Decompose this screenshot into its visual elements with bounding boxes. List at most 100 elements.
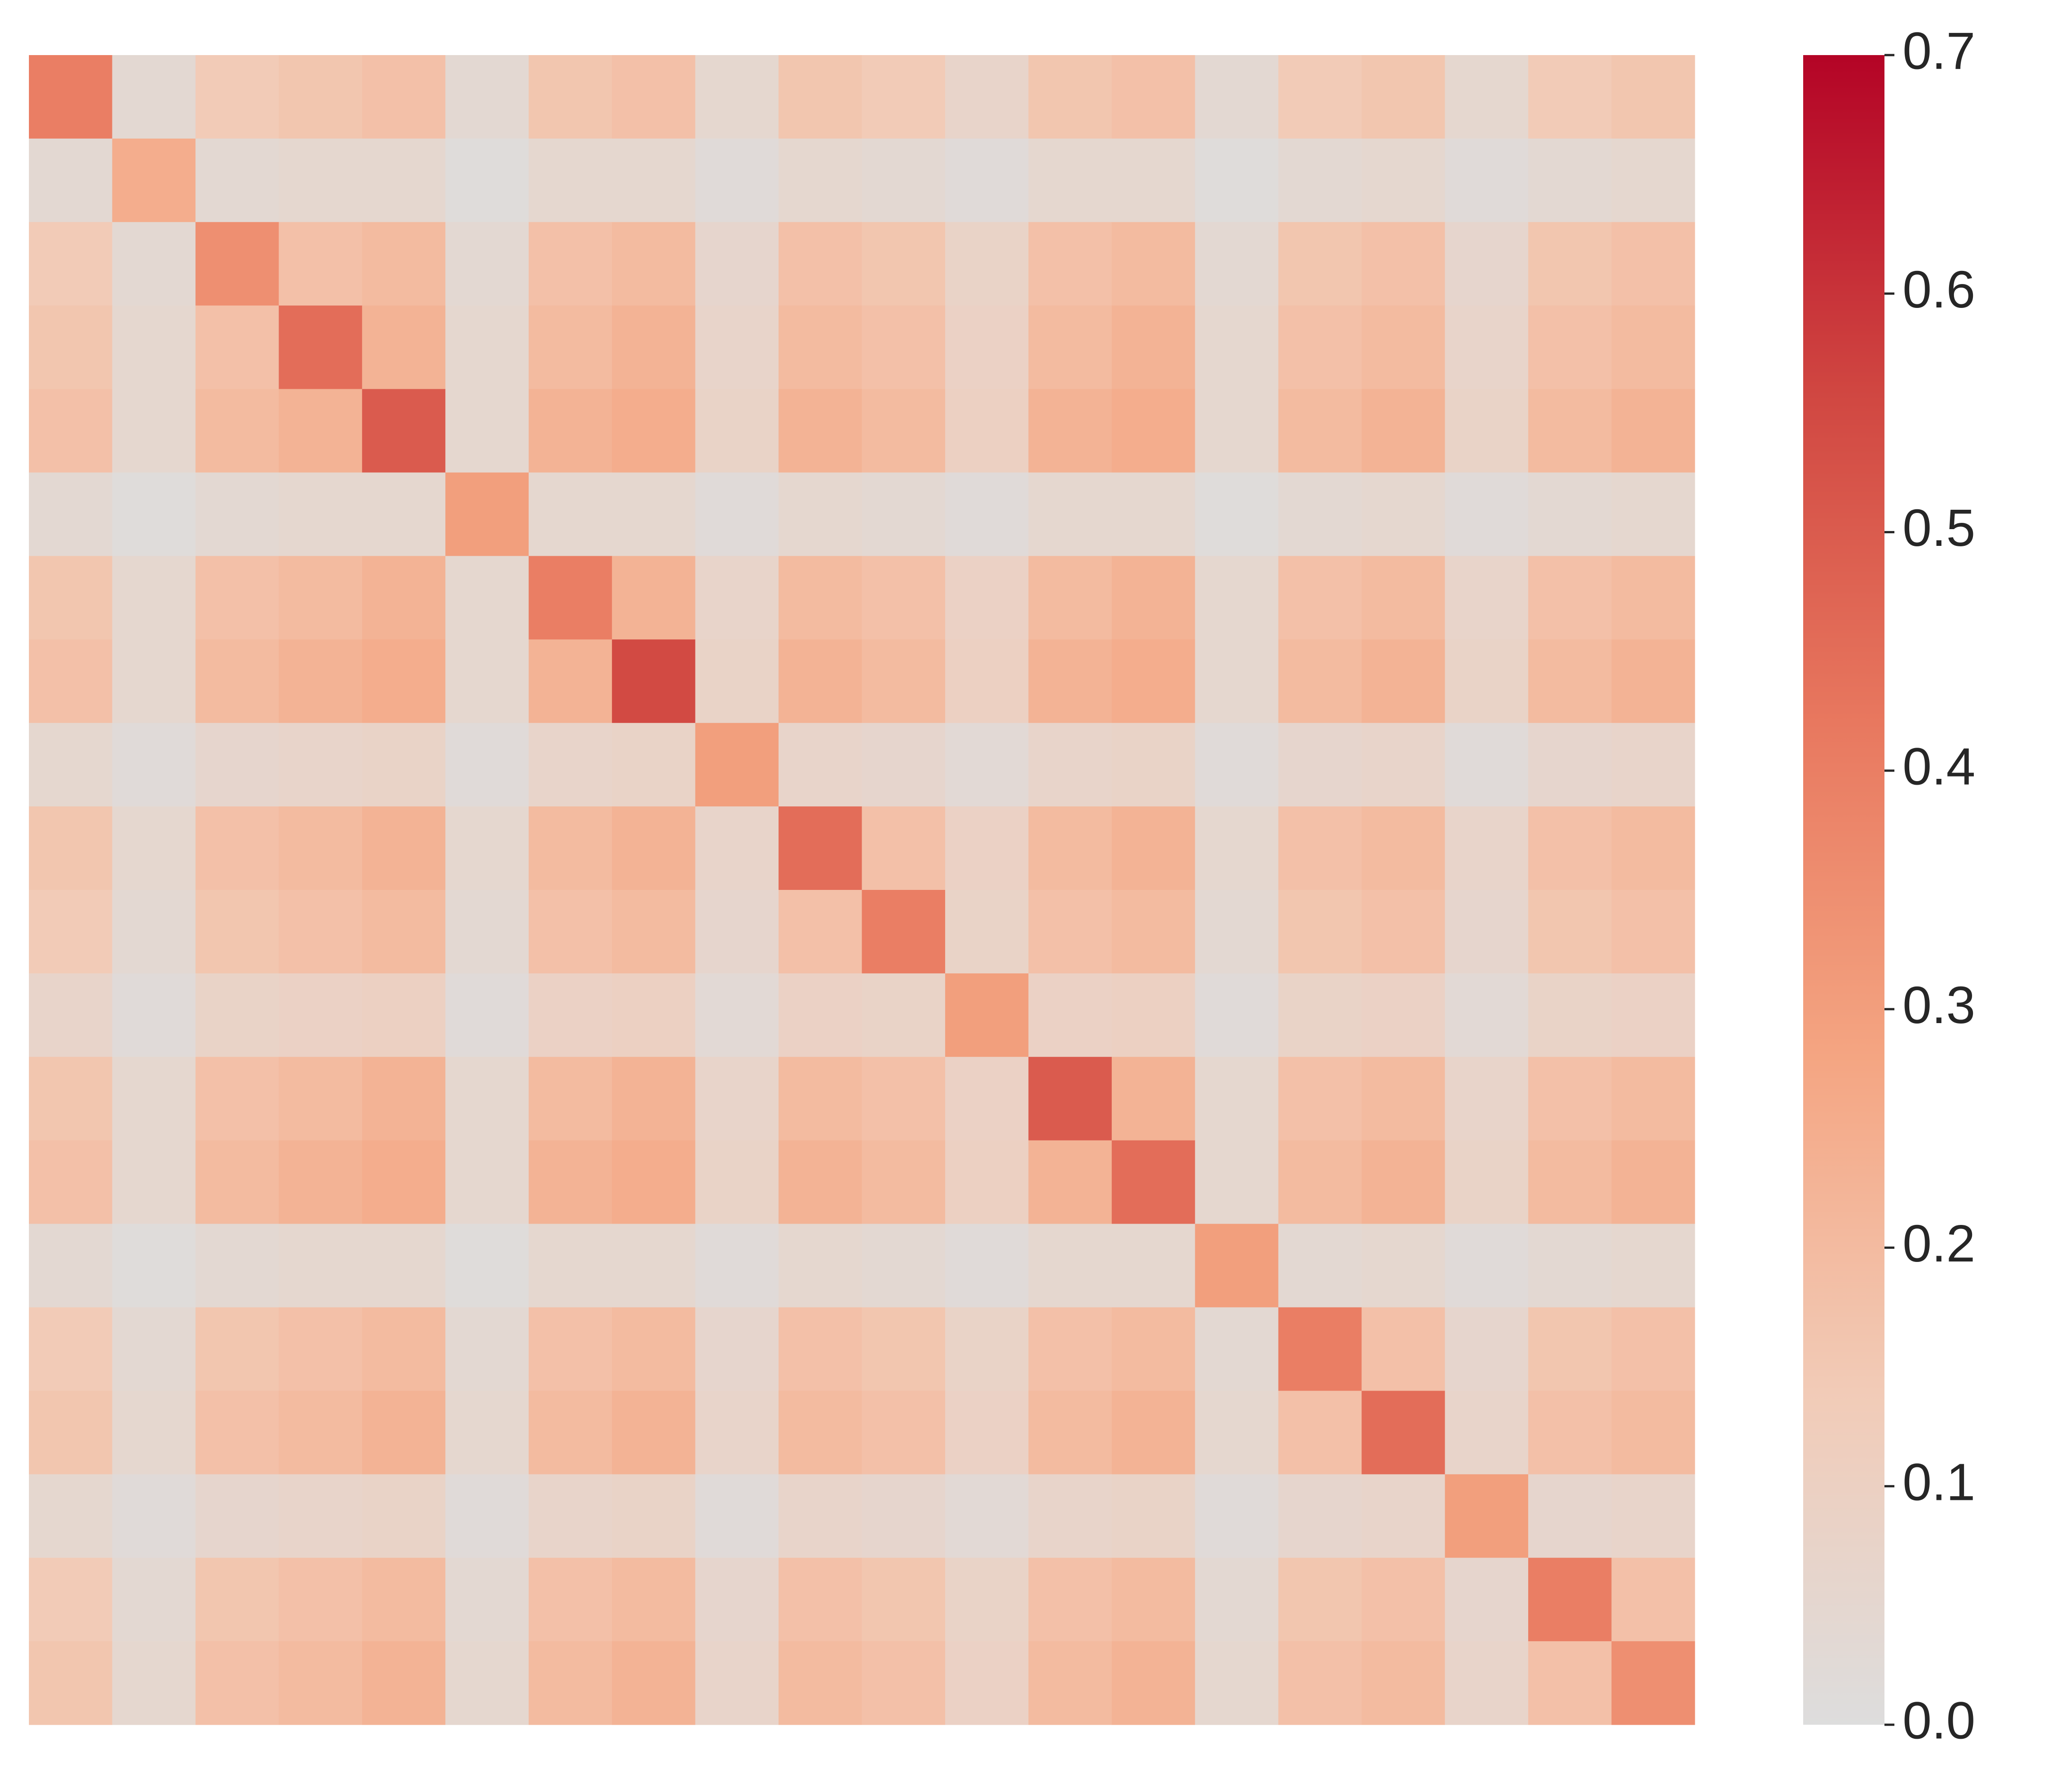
heatmap-cell — [362, 1057, 446, 1141]
heatmap-cell — [945, 1641, 1029, 1725]
heatmap-cell — [445, 138, 529, 223]
heatmap-cell — [862, 1224, 946, 1308]
heatmap-cell — [1362, 723, 1446, 807]
heatmap-cell — [1611, 1391, 1695, 1475]
heatmap-cell — [1528, 138, 1612, 223]
heatmap-cell — [612, 1307, 696, 1391]
heatmap-cell — [862, 556, 946, 640]
heatmap-cell — [1195, 389, 1279, 473]
heatmap-cell — [528, 1140, 612, 1224]
heatmap-cell — [279, 1558, 363, 1642]
heatmap-cell — [1278, 1057, 1362, 1141]
heatmap-cell — [1278, 890, 1362, 974]
heatmap-cell — [862, 1057, 946, 1141]
heatmap-cell — [1445, 1224, 1529, 1308]
heatmap-cell — [612, 890, 696, 974]
heatmap-cell — [1028, 556, 1112, 640]
heatmap-cell — [1362, 55, 1446, 139]
heatmap-cell — [1528, 222, 1612, 306]
heatmap-cell — [779, 1307, 862, 1391]
heatmap-cell — [445, 1558, 529, 1642]
heatmap-cell — [195, 55, 279, 139]
heatmap-cell — [362, 973, 446, 1057]
heatmap-cell — [945, 556, 1029, 640]
heatmap-cell — [1195, 639, 1279, 723]
heatmap-cell — [1111, 138, 1195, 223]
heatmap-cell — [779, 1558, 862, 1642]
heatmap-cell — [779, 55, 862, 139]
heatmap-cell — [29, 389, 112, 473]
heatmap-cell — [112, 723, 196, 807]
heatmap-cell — [279, 806, 363, 890]
heatmap-cell — [445, 806, 529, 890]
heatmap-cell — [1445, 890, 1529, 974]
heatmap-cell — [445, 973, 529, 1057]
heatmap-cell — [945, 389, 1029, 473]
heatmap-cell — [29, 973, 112, 1057]
heatmap-cell — [279, 389, 363, 473]
heatmap-cell — [29, 556, 112, 640]
colorbar — [1803, 55, 1884, 1725]
heatmap-cell — [29, 472, 112, 556]
heatmap-cell — [1111, 556, 1195, 640]
heatmap-cell — [1195, 472, 1279, 556]
heatmap-cell — [1195, 305, 1279, 390]
heatmap-cell — [695, 1641, 779, 1725]
heatmap-cell — [29, 222, 112, 306]
heatmap-cell — [695, 222, 779, 306]
colorbar-tick-label: 0.6 — [1903, 260, 1975, 319]
heatmap-cell — [862, 1391, 946, 1475]
heatmap-cell — [112, 305, 196, 390]
heatmap-cell — [195, 305, 279, 390]
heatmap-cell — [779, 1224, 862, 1308]
heatmap-cell — [1528, 1474, 1612, 1558]
heatmap-cell — [1028, 472, 1112, 556]
heatmap-cell — [612, 806, 696, 890]
heatmap-cell — [862, 723, 946, 807]
heatmap-cell — [945, 723, 1029, 807]
heatmap-cell — [695, 973, 779, 1057]
heatmap-cell — [1278, 1558, 1362, 1642]
heatmap-cell — [279, 890, 363, 974]
heatmap-cell — [445, 1391, 529, 1475]
heatmap-cell — [445, 55, 529, 139]
heatmap-cell — [1195, 1140, 1279, 1224]
heatmap-cell — [1528, 389, 1612, 473]
heatmap-cell — [1528, 305, 1612, 390]
heatmap-cell — [1278, 305, 1362, 390]
heatmap-cell — [195, 1391, 279, 1475]
heatmap-cell — [862, 806, 946, 890]
heatmap-cell — [1111, 55, 1195, 139]
heatmap-cell — [1611, 639, 1695, 723]
heatmap-cell — [945, 1558, 1029, 1642]
heatmap-cell — [695, 723, 779, 807]
heatmap-cell — [945, 305, 1029, 390]
heatmap-cell — [1111, 305, 1195, 390]
heatmap-cell — [1278, 222, 1362, 306]
heatmap-cell — [1445, 639, 1529, 723]
heatmap-cell — [445, 723, 529, 807]
heatmap-cell — [528, 973, 612, 1057]
heatmap-cell — [695, 472, 779, 556]
heatmap-cell — [1028, 138, 1112, 223]
heatmap-cell — [779, 138, 862, 223]
heatmap-cell — [945, 806, 1029, 890]
heatmap-cell — [779, 1057, 862, 1141]
heatmap-cell — [1611, 55, 1695, 139]
heatmap-cell — [779, 222, 862, 306]
heatmap-cell — [1195, 723, 1279, 807]
heatmap-cell — [1528, 1391, 1612, 1475]
heatmap-cell — [779, 639, 862, 723]
heatmap-cell — [1278, 1307, 1362, 1391]
heatmap-cell — [1362, 806, 1446, 890]
heatmap-cell — [112, 1224, 196, 1308]
heatmap-cell — [1528, 1307, 1612, 1391]
heatmap-cell — [945, 1140, 1029, 1224]
heatmap-cell — [1362, 138, 1446, 223]
heatmap-cell — [695, 1057, 779, 1141]
heatmap-cell — [862, 1641, 946, 1725]
heatmap-cell — [1611, 1140, 1695, 1224]
heatmap-cell — [279, 1391, 363, 1475]
heatmap-cell — [1278, 1140, 1362, 1224]
heatmap-cell — [528, 55, 612, 139]
